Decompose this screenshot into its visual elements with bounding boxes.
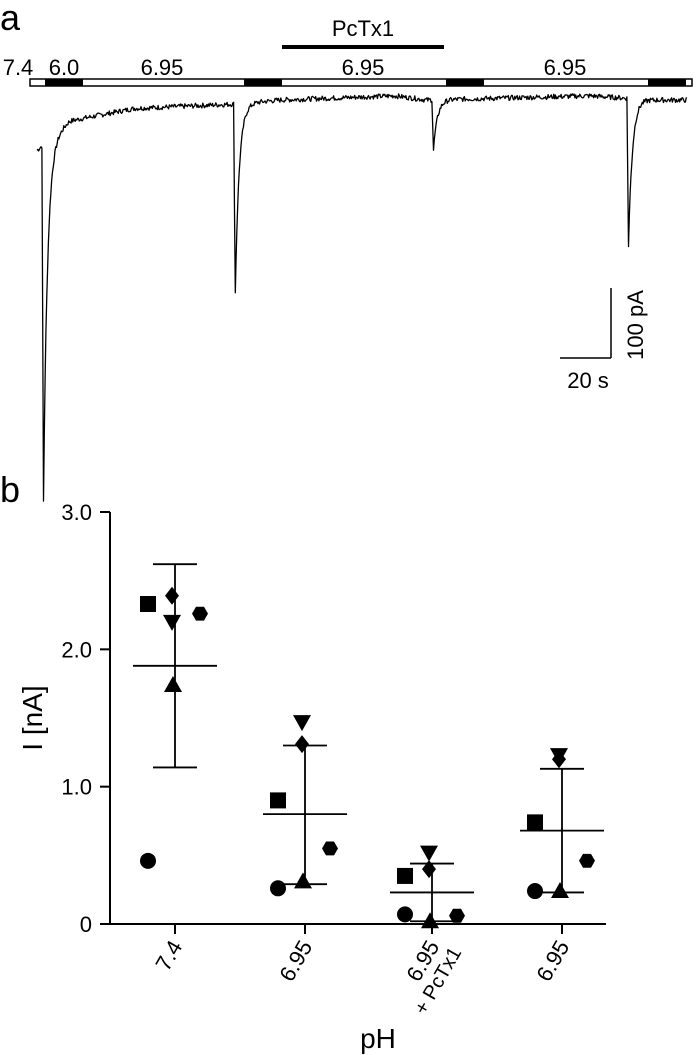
data-point-hexagon (192, 606, 208, 621)
data-point-square (527, 814, 543, 831)
data-point-diamond (422, 860, 436, 879)
data-point-triangle-up (294, 872, 312, 889)
panel-a-label: a (0, 0, 21, 38)
acid-pulse-4 (648, 79, 686, 86)
data-point-circle (270, 880, 286, 897)
data-point-diamond (165, 586, 179, 605)
solution-bar (29, 78, 693, 87)
y-tick-label: 1.0 (61, 775, 92, 800)
data-point-circle (140, 852, 156, 869)
data-point-triangle-up (164, 676, 182, 693)
ph-label-5: 6.95 (544, 55, 587, 80)
acid-pulse-3 (446, 79, 484, 86)
x-tick-label: 7.4 (150, 936, 187, 975)
data-point-hexagon (322, 841, 338, 856)
data-point-hexagon (449, 908, 465, 923)
data-point-square (270, 792, 286, 809)
acid-pulse-1 (45, 79, 83, 86)
x-tick-label: 6.95 (531, 936, 574, 986)
panel-b-label: b (0, 469, 20, 510)
ph-label-2: 6.0 (49, 55, 80, 80)
acid-pulse-2 (244, 79, 282, 86)
ph-label-1: 7.4 (3, 55, 34, 80)
drug-label: PcTx1 (332, 16, 394, 41)
data-point-hexagon (579, 853, 595, 868)
ph-label-3: 6.95 (141, 55, 184, 80)
data-point-square (397, 867, 413, 884)
data-point-triangle-down (550, 748, 568, 765)
data-point-diamond (295, 735, 309, 754)
x-tick-label: 6.95 (274, 936, 317, 986)
data-point-triangle-up (551, 882, 569, 899)
y-tick-label: 2.0 (61, 637, 92, 662)
y-tick-label: 0 (80, 912, 92, 937)
data-point-circle (527, 883, 543, 900)
data-point-triangle-down (420, 845, 438, 862)
current-trace (36, 93, 688, 502)
scale-bar-time-label: 20 s (567, 368, 609, 393)
y-tick-label: 3.0 (61, 500, 92, 525)
data-point-square (140, 596, 156, 613)
ph-label-4: 6.95 (342, 55, 385, 80)
x-axis-label: pH (360, 1023, 396, 1054)
panel-b: b 01.02.03.0 7.4 6.95 6.95+ PcTx1 6.95 I [n… (0, 469, 606, 1054)
data-point-triangle-down (293, 715, 311, 732)
data-point-triangle-down (163, 614, 181, 631)
y-axis-label: I [nA] (17, 685, 48, 750)
panel-a: a PcTx1 7.4 6.0 6.95 6.95 6.95 20 s 100 … (0, 0, 693, 502)
data-point-triangle-up (421, 912, 439, 929)
scale-bar-current-label: 100 pA (623, 290, 648, 360)
data-point-circle (397, 906, 413, 923)
